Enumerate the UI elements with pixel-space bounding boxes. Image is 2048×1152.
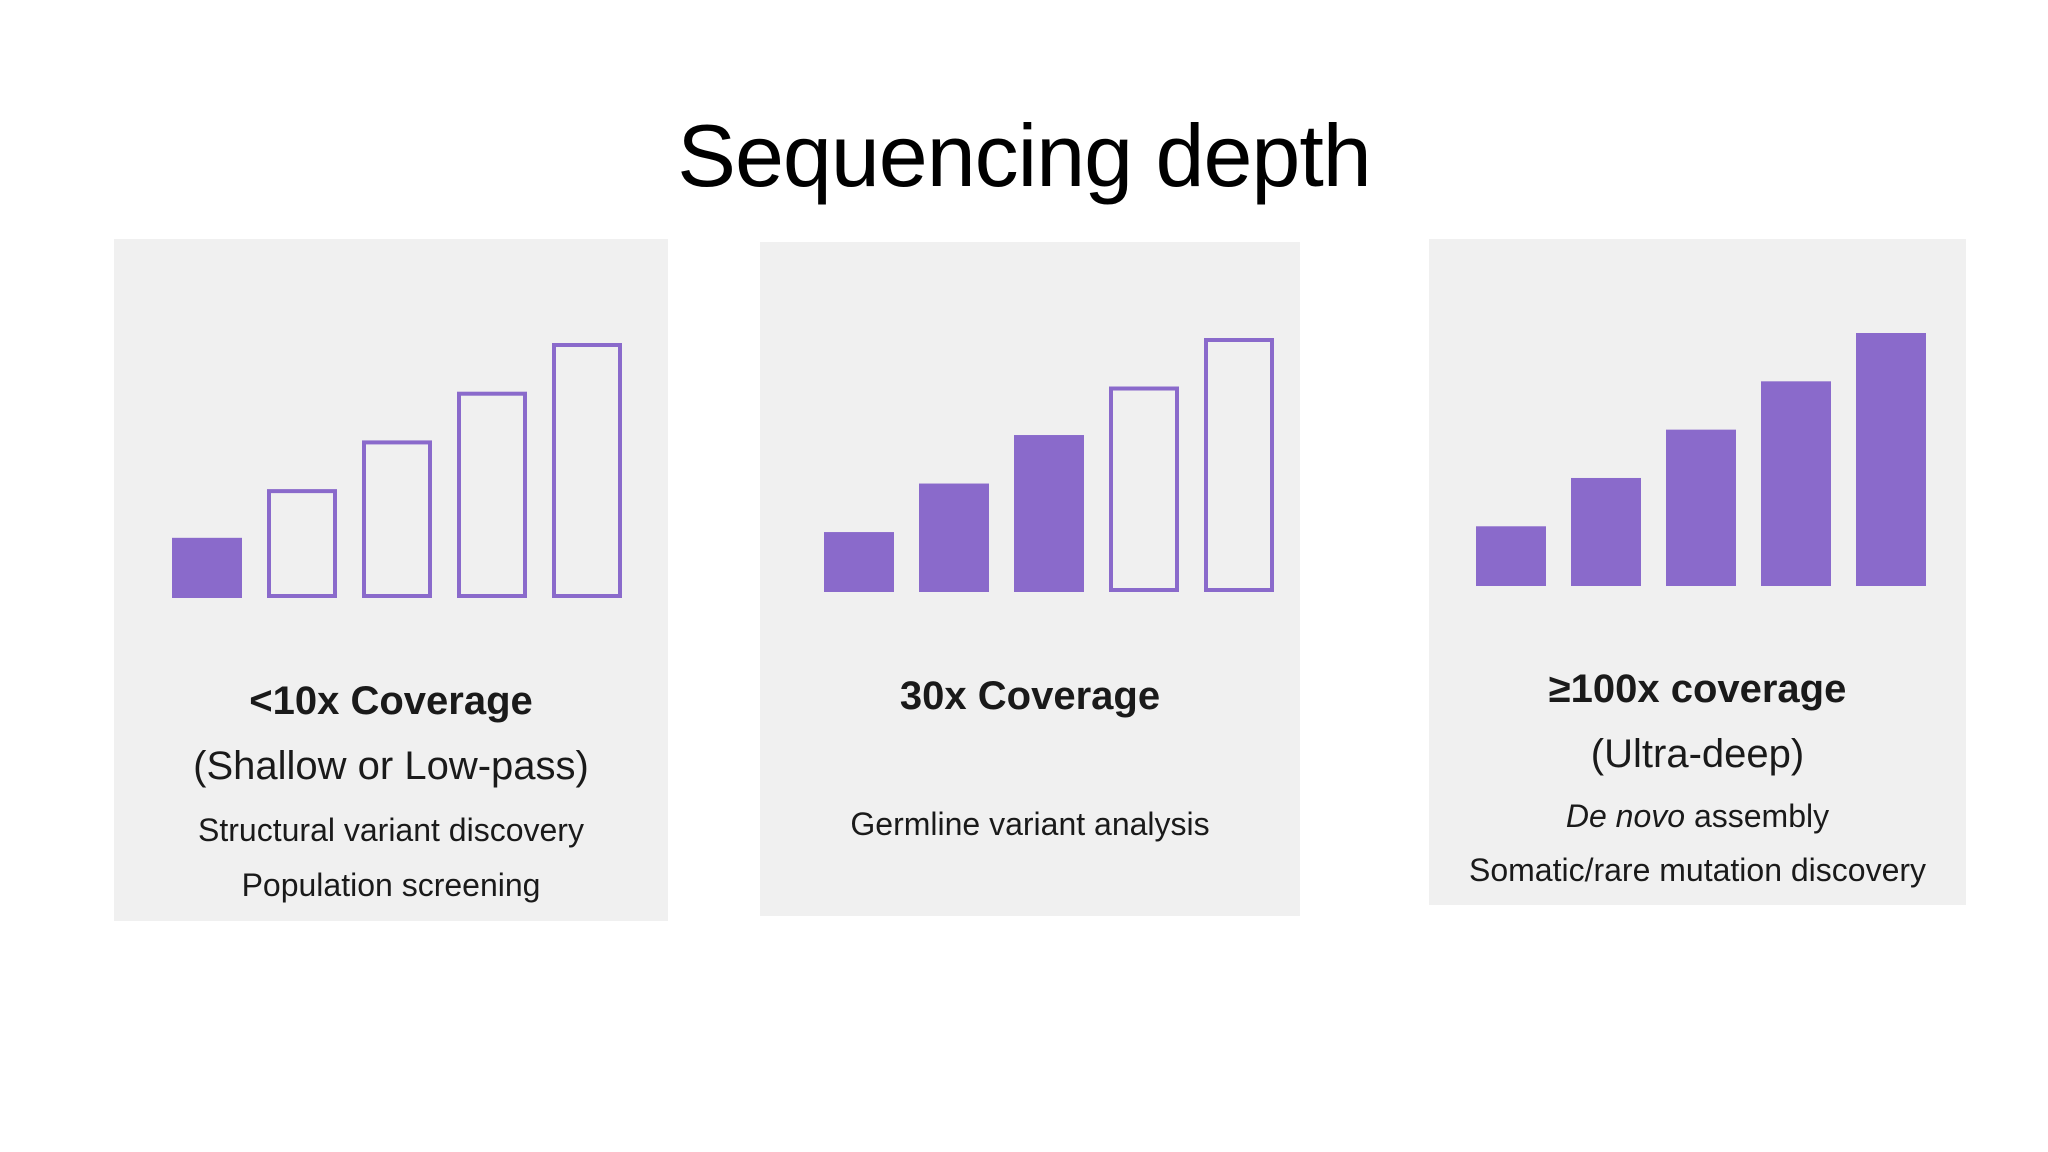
coverage-bar-outline [457,391,527,598]
coverage-subtitle: (Ultra-deep) [1590,732,1805,776]
coverage-subtitle: (Shallow or Low-pass) [193,744,589,788]
slide-title: Sequencing depth [677,106,1372,205]
card-mid-coverage: 30x Coverage Germline variant analysis [760,242,1300,916]
use-case-line: Somatic/rare mutation discovery [1468,852,1927,888]
coverage-bar-outline [552,343,622,598]
use-case-rest: assembly [1685,798,1830,834]
coverage-bar-filled [172,537,242,598]
coverage-bars-chart [172,343,622,599]
coverage-bar-filled [1476,526,1546,586]
coverage-bars-chart [824,338,1274,592]
use-case-line: Population screening [241,867,541,903]
card-high-coverage: ≥100x coverage (Ultra-deep) De novo asse… [1429,239,1966,905]
coverage-bar-filled [1014,435,1084,592]
coverage-bar-filled [1761,381,1831,586]
use-case-italic: De novo [1565,798,1686,834]
coverage-bar-outline [267,489,337,599]
coverage-title: ≥100x coverage [1548,667,1847,711]
coverage-bars-chart [1476,333,1926,586]
coverage-bar-filled [1571,477,1641,586]
coverage-bar-filled [1666,429,1736,586]
coverage-bar-outline [362,440,432,598]
coverage-title: 30x Coverage [899,674,1161,718]
coverage-bar-outline [1109,386,1179,592]
coverage-bar-filled [1856,333,1926,586]
use-case-line: Germline variant analysis [850,806,1210,842]
card-low-coverage: <10x Coverage (Shallow or Low-pass) Stru… [114,239,668,921]
coverage-bar-outline [1204,338,1274,592]
coverage-bar-filled [919,483,989,592]
use-case-line: Structural variant discovery [198,812,584,848]
coverage-bar-filled [824,532,894,592]
coverage-title: <10x Coverage [249,679,533,723]
use-case-line: De novo assembly [1429,798,1966,835]
